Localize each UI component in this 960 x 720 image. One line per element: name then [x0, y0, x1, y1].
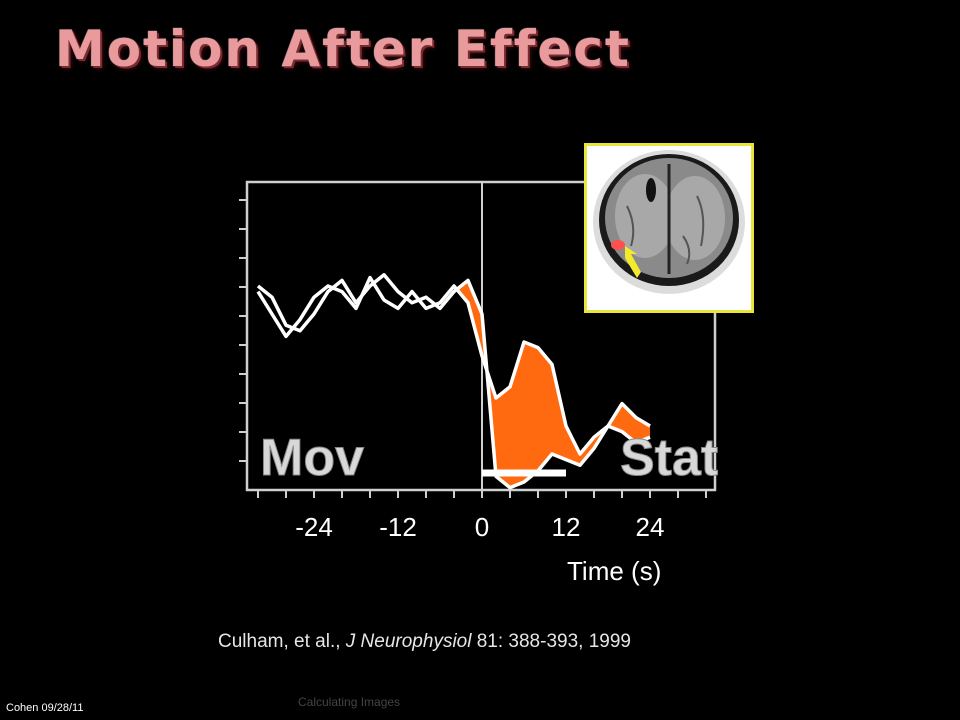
citation: Culham, et al., J Neurophysiol 81: 388-3…	[218, 631, 631, 653]
slide-title: Motion After Effect	[55, 20, 631, 78]
mri-inset	[584, 143, 754, 313]
citation-journal: J Neurophysiol	[345, 631, 472, 652]
x-tick-label: -24	[295, 512, 333, 542]
footer-title: Calculating Images	[298, 695, 401, 709]
chart: Mov Stat	[239, 180, 719, 498]
annotation-stat: Stat	[620, 429, 718, 487]
annotation-mov: Mov	[260, 429, 364, 487]
x-tick-label: 0	[474, 512, 490, 542]
tick-marks	[239, 199, 707, 498]
x-tick-label: -12	[379, 512, 417, 542]
series-lines	[256, 273, 651, 490]
footer-author-date: Cohen 09/28/11	[6, 702, 84, 714]
series-line-2	[256, 273, 651, 490]
citation-authors: Culham, et al.,	[218, 631, 346, 652]
x-axis-label: Time (s)	[567, 556, 662, 586]
x-tick-label: 12	[551, 512, 581, 542]
citation-details: 81: 388-393, 1999	[471, 631, 631, 652]
x-tick-label: 24	[635, 512, 665, 542]
series-line-1	[256, 275, 651, 456]
brain-scan-image	[593, 150, 745, 294]
activation-spot	[611, 240, 625, 250]
arrow-icon	[625, 246, 641, 278]
